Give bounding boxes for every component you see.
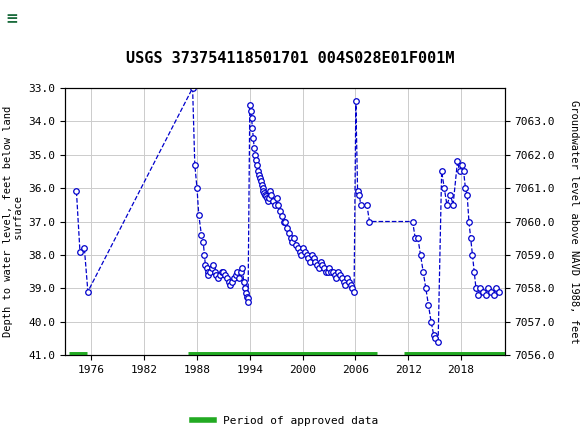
Text: USGS: USGS <box>26 9 77 27</box>
Text: ≡: ≡ <box>6 11 19 26</box>
Legend: Period of approved data: Period of approved data <box>187 411 383 430</box>
Y-axis label: Groundwater level above NAVD 1988, feet: Groundwater level above NAVD 1988, feet <box>569 100 579 344</box>
Y-axis label: Depth to water level, feet below land
 surface: Depth to water level, feet below land su… <box>2 106 24 337</box>
Bar <box>3 3 67 35</box>
Text: USGS 373754118501701 004S028E01F001M: USGS 373754118501701 004S028E01F001M <box>126 51 454 66</box>
